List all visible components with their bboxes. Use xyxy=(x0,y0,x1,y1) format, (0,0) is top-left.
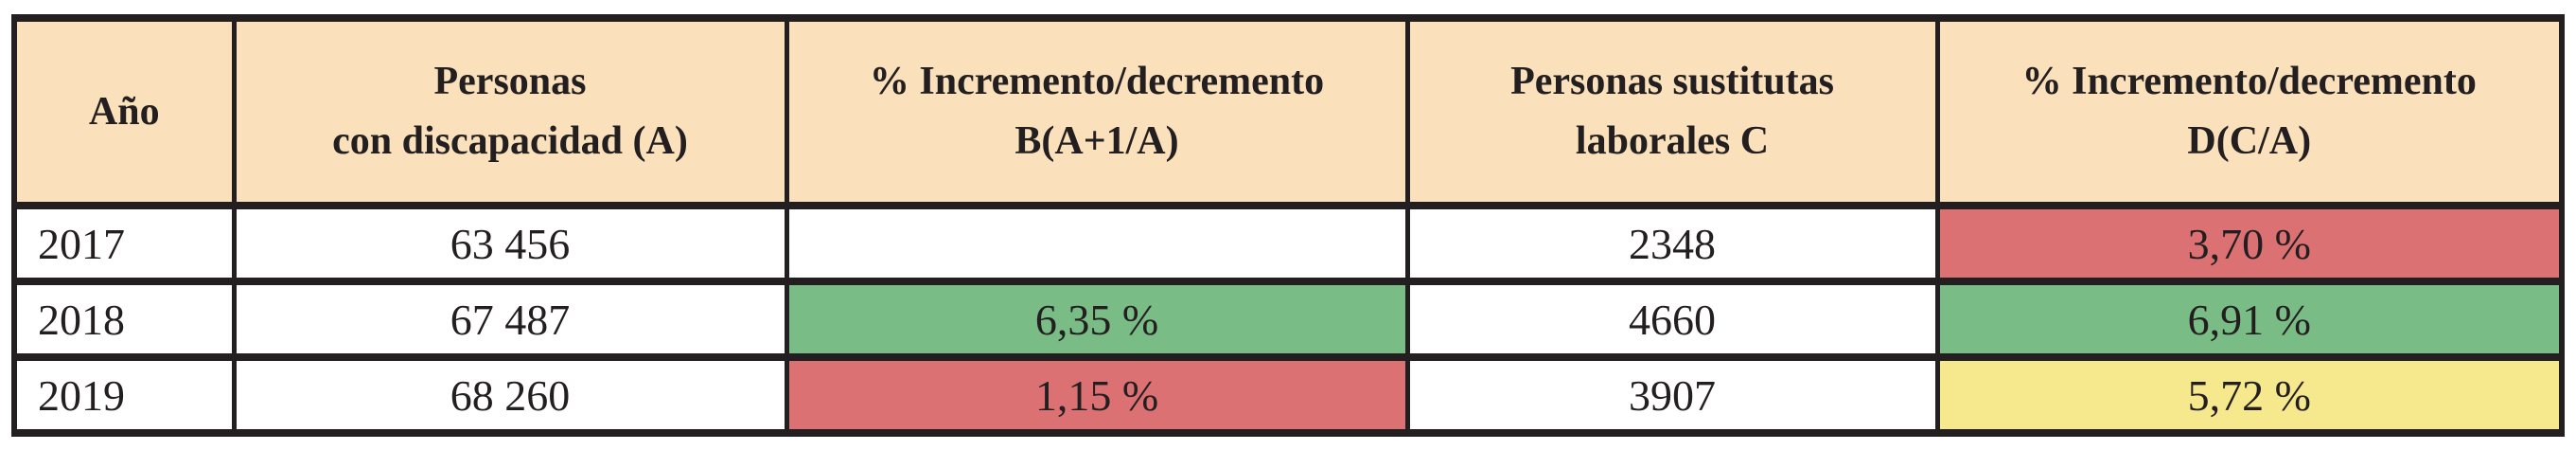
table-row: 2018 67 487 6,35 % 4660 6,91 % xyxy=(11,278,2565,361)
personas-discapacidad-cell: 63 456 xyxy=(231,202,789,285)
document-page: Año Personas con discapacidad (A) % Incr… xyxy=(11,14,2565,437)
personas-discapacidad-cell: 67 487 xyxy=(231,278,789,361)
table-row: 2019 68 260 1,15 % 3907 5,72 % xyxy=(11,353,2565,437)
personas-sustitutas-cell: 3907 xyxy=(1404,353,1940,437)
header-row: Año Personas con discapacidad (A) % Incr… xyxy=(11,14,2565,209)
personas-sustitutas-cell: 4660 xyxy=(1404,278,1940,361)
incremento-d-cell: 3,70 % xyxy=(1934,202,2565,285)
col-header-incremento-d: % Incremento/decremento D(C/A) xyxy=(1934,14,2565,209)
col-header-personas-discapacidad: Personas con discapacidad (A) xyxy=(231,14,789,209)
incremento-d-cell: 6,91 % xyxy=(1934,278,2565,361)
personas-discapacidad-cell: 68 260 xyxy=(231,353,789,437)
incremento-b-cell xyxy=(784,202,1410,285)
col-header-year: Año xyxy=(11,14,237,209)
year-cell: 2018 xyxy=(11,278,237,361)
year-cell: 2019 xyxy=(11,353,237,437)
incremento-d-cell: 5,72 % xyxy=(1934,353,2565,437)
col-header-incremento-b: % Incremento/decremento B(A+1/A) xyxy=(784,14,1410,209)
incremento-b-cell: 6,35 % xyxy=(784,278,1410,361)
incremento-b-cell: 1,15 % xyxy=(784,353,1410,437)
table-row: 2017 63 456 2348 3,70 % xyxy=(11,202,2565,285)
personas-sustitutas-cell: 2348 xyxy=(1404,202,1940,285)
disability-substitution-table: Año Personas con discapacidad (A) % Incr… xyxy=(11,14,2565,437)
year-cell: 2017 xyxy=(11,202,237,285)
col-header-personas-sustitutas: Personas sustitutas laborales C xyxy=(1404,14,1940,209)
